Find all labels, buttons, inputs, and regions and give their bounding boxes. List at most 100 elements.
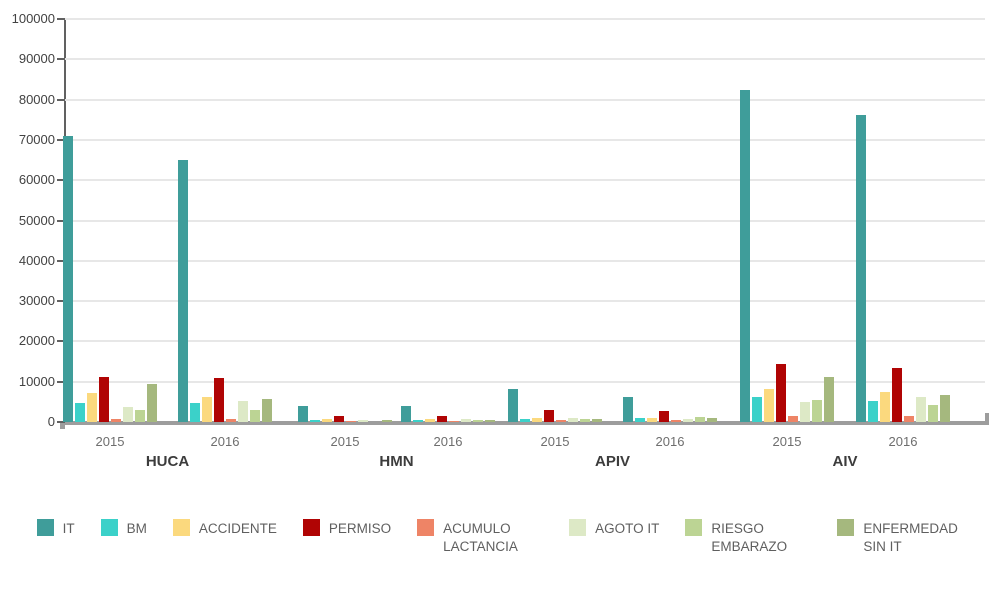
gridline: [65, 139, 985, 141]
legend-label: RIESGO EMBARAZO: [711, 521, 788, 554]
bar-agoto-it[interactable]: [800, 402, 810, 422]
bar-permiso[interactable]: [334, 416, 344, 422]
y-tick-label: 0: [47, 414, 55, 429]
bar-permiso[interactable]: [892, 368, 902, 422]
y-tick-label: 100000: [11, 11, 55, 26]
y-axis-tick: [57, 179, 65, 181]
bar-bm[interactable]: [868, 401, 878, 422]
y-tick-label: 60000: [18, 172, 55, 187]
bar-acumulo-lactancia[interactable]: [556, 420, 566, 422]
bar-accidente[interactable]: [425, 419, 435, 422]
bar-riesgo-embarazo[interactable]: [135, 410, 145, 422]
y-axis-tick: [57, 381, 65, 383]
bar-bm[interactable]: [190, 403, 200, 422]
bar-acumulo-lactancia[interactable]: [449, 421, 459, 422]
bar-agoto-it[interactable]: [358, 420, 368, 422]
bar-agoto-it[interactable]: [683, 419, 693, 422]
y-tick-label: 10000: [18, 374, 55, 389]
bar-bm[interactable]: [75, 403, 85, 422]
bar-it[interactable]: [856, 115, 866, 422]
legend-label: ACUMULO LACTANCIA: [443, 521, 518, 554]
bar-it[interactable]: [298, 406, 308, 422]
bar-riesgo-embarazo[interactable]: [250, 410, 260, 422]
bar-agoto-it[interactable]: [916, 397, 926, 422]
bar-riesgo-embarazo[interactable]: [473, 420, 483, 422]
bar-accidente[interactable]: [532, 418, 542, 422]
bar-accidente[interactable]: [202, 397, 212, 422]
y-axis-tick: [57, 99, 65, 101]
bar-it[interactable]: [623, 397, 633, 422]
gridline: [65, 381, 985, 383]
legend-label: ACCIDENTE: [198, 521, 277, 536]
bar-permiso[interactable]: [437, 416, 447, 422]
gridline: [65, 300, 985, 302]
x-tick-label-year: 2016: [433, 434, 463, 449]
bar-acumulo-lactancia[interactable]: [226, 419, 236, 422]
bar-enfermedad-sin-it[interactable]: [592, 419, 602, 422]
bar-riesgo-embarazo[interactable]: [580, 419, 590, 422]
bar-it[interactable]: [63, 136, 73, 422]
bar-acumulo-lactancia[interactable]: [904, 416, 914, 422]
bar-riesgo-embarazo[interactable]: [695, 417, 705, 422]
bar-permiso[interactable]: [544, 410, 554, 422]
y-axis-tick: [57, 300, 65, 302]
bar-enfermedad-sin-it[interactable]: [707, 418, 717, 422]
gridline: [65, 18, 985, 20]
x-tick-label-year: 2015: [95, 434, 125, 449]
x-tick-label-year: 2015: [330, 434, 360, 449]
y-axis-tick: [57, 260, 65, 262]
y-tick-label: 90000: [18, 51, 55, 66]
bar-enfermedad-sin-it[interactable]: [382, 420, 392, 422]
x-axis-baseline: [60, 421, 989, 425]
bar-it[interactable]: [740, 90, 750, 422]
legend-label: IT: [62, 521, 75, 536]
bar-permiso[interactable]: [776, 364, 786, 422]
bar-bm[interactable]: [413, 420, 423, 422]
bar-acumulo-lactancia[interactable]: [346, 421, 356, 422]
bar-accidente[interactable]: [880, 392, 890, 422]
legend-item-it: IT: [36, 519, 75, 538]
bar-enfermedad-sin-it[interactable]: [940, 395, 950, 422]
bar-bm[interactable]: [635, 418, 645, 422]
x-group-label-aiv: AIV: [832, 453, 858, 470]
bar-accidente[interactable]: [322, 419, 332, 422]
bar-permiso[interactable]: [99, 377, 109, 422]
x-tick-label-year: 2016: [888, 434, 918, 449]
bar-acumulo-lactancia[interactable]: [111, 419, 121, 422]
legend-swatch: [837, 519, 855, 536]
y-axis-tick: [57, 220, 65, 222]
bar-accidente[interactable]: [647, 418, 657, 422]
bar-bm[interactable]: [520, 419, 530, 422]
gridline: [65, 260, 985, 262]
y-axis-tick: [57, 340, 65, 342]
legend-swatch: [569, 519, 587, 536]
bar-enfermedad-sin-it[interactable]: [147, 384, 157, 422]
bar-accidente[interactable]: [764, 389, 774, 422]
bar-it[interactable]: [401, 406, 411, 422]
gridline: [65, 340, 985, 342]
x-group-label-huca: HUCA: [145, 453, 190, 470]
bar-agoto-it[interactable]: [461, 419, 471, 422]
y-axis-tick: [57, 58, 65, 60]
bar-bm[interactable]: [310, 420, 320, 422]
legend-item-acumulo-lactancia: ACUMULO LACTANCIA: [417, 519, 543, 556]
bar-enfermedad-sin-it[interactable]: [824, 377, 834, 422]
bar-permiso[interactable]: [659, 411, 669, 422]
bar-bm[interactable]: [752, 397, 762, 422]
bar-riesgo-embarazo[interactable]: [812, 400, 822, 422]
bar-enfermedad-sin-it[interactable]: [485, 420, 495, 422]
legend-swatch: [172, 519, 190, 536]
bar-acumulo-lactancia[interactable]: [788, 416, 798, 422]
bar-agoto-it[interactable]: [238, 401, 248, 422]
bar-agoto-it[interactable]: [123, 407, 133, 422]
bar-it[interactable]: [508, 389, 518, 422]
bar-it[interactable]: [178, 160, 188, 422]
bar-riesgo-embarazo[interactable]: [928, 405, 938, 422]
bar-agoto-it[interactable]: [568, 418, 578, 422]
bar-permiso[interactable]: [214, 378, 224, 422]
bar-accidente[interactable]: [87, 393, 97, 422]
gridline: [65, 58, 985, 60]
bar-enfermedad-sin-it[interactable]: [262, 399, 272, 422]
y-axis-tick: [57, 18, 65, 20]
bar-acumulo-lactancia[interactable]: [671, 420, 681, 422]
